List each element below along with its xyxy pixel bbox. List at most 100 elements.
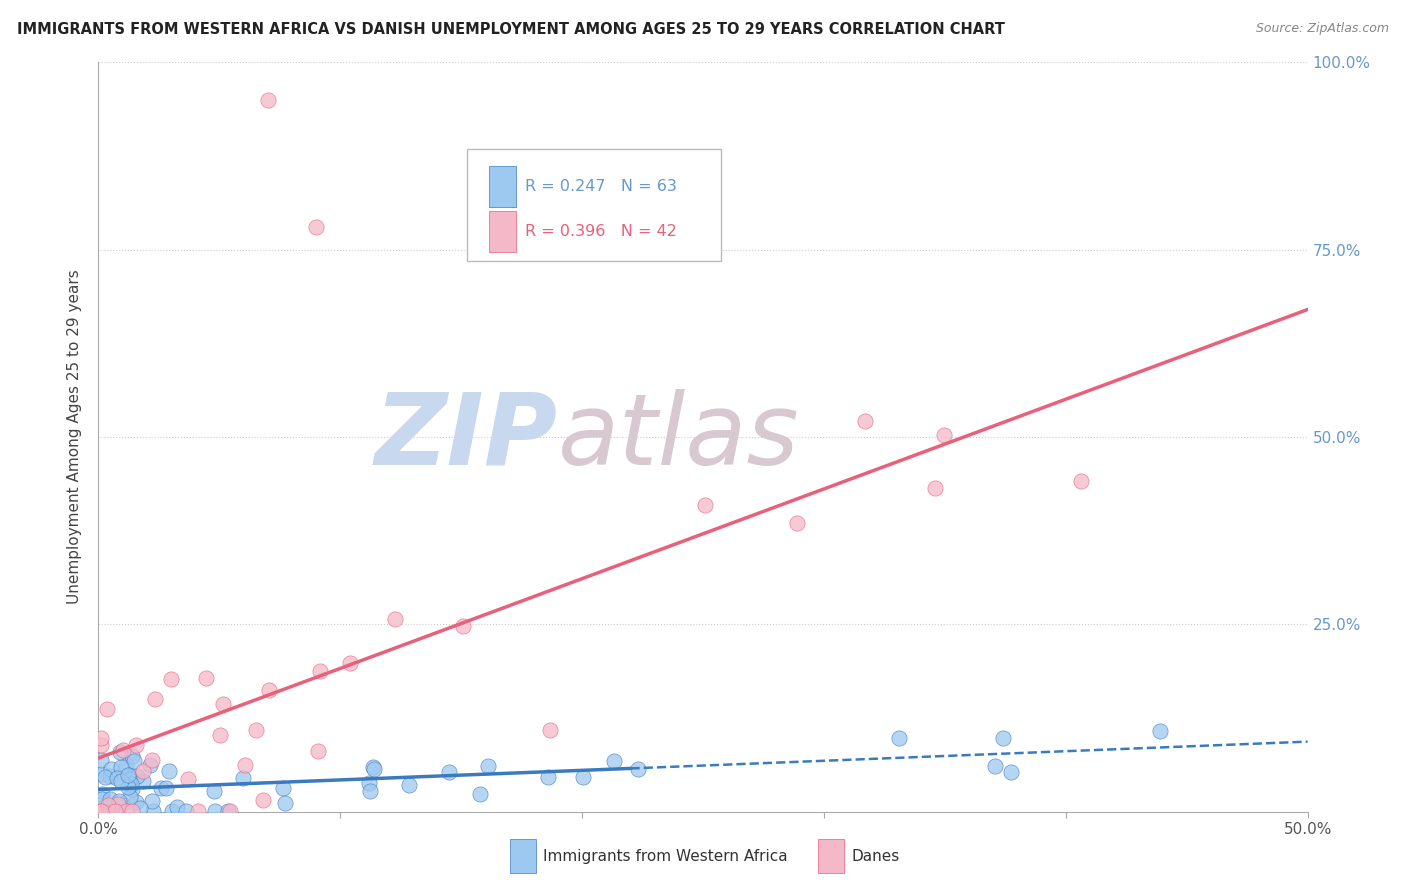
Danes xyxy=(90,731,112,746)
Danes xyxy=(305,220,328,235)
Immigrants from Western Africa xyxy=(398,777,420,791)
Immigrants from Western Africa xyxy=(271,780,294,795)
Immigrants from Western Africa xyxy=(470,787,492,801)
Immigrants from Western Africa xyxy=(121,749,143,764)
Immigrants from Western Africa xyxy=(90,791,112,805)
Immigrants from Western Africa xyxy=(117,780,139,794)
Bar xyxy=(489,211,516,252)
Danes xyxy=(212,697,235,711)
Immigrants from Western Africa xyxy=(90,753,112,767)
Danes xyxy=(924,481,946,495)
Danes xyxy=(194,672,217,686)
Immigrants from Western Africa xyxy=(887,731,910,745)
Immigrants from Western Africa xyxy=(100,762,122,776)
Immigrants from Western Africa xyxy=(125,795,148,809)
Danes xyxy=(538,723,561,738)
Immigrants from Western Africa xyxy=(1000,765,1022,780)
Immigrants from Western Africa xyxy=(115,758,138,772)
Immigrants from Western Africa xyxy=(121,781,143,796)
Immigrants from Western Africa xyxy=(155,781,177,796)
Y-axis label: Unemployment Among Ages 25 to 29 years: Unemployment Among Ages 25 to 29 years xyxy=(67,269,83,605)
Immigrants from Western Africa xyxy=(117,769,139,783)
Danes xyxy=(339,657,361,671)
Danes xyxy=(107,797,129,812)
Danes xyxy=(90,804,112,818)
Immigrants from Western Africa xyxy=(176,804,198,818)
Danes xyxy=(786,516,808,530)
Danes xyxy=(187,804,209,818)
Immigrants from Western Africa xyxy=(98,792,121,806)
Danes xyxy=(121,804,143,818)
Text: Source: ZipAtlas.com: Source: ZipAtlas.com xyxy=(1256,22,1389,36)
Immigrants from Western Africa xyxy=(98,769,121,783)
Danes xyxy=(233,758,256,772)
Danes xyxy=(453,619,475,633)
Immigrants from Western Africa xyxy=(984,759,1007,773)
Danes xyxy=(159,672,181,686)
Immigrants from Western Africa xyxy=(359,776,381,790)
Immigrants from Western Africa xyxy=(117,768,139,782)
Immigrants from Western Africa xyxy=(204,804,226,818)
Danes xyxy=(307,744,329,758)
Danes xyxy=(97,798,120,813)
Danes xyxy=(257,683,280,698)
Immigrants from Western Africa xyxy=(439,765,461,780)
Text: ZIP: ZIP xyxy=(375,389,558,485)
Immigrants from Western Africa xyxy=(103,803,125,817)
Immigrants from Western Africa xyxy=(359,784,381,798)
Danes xyxy=(132,764,155,778)
Bar xyxy=(818,839,845,873)
Immigrants from Western Africa xyxy=(110,760,132,774)
Danes xyxy=(309,664,332,678)
Danes xyxy=(219,804,242,818)
Danes xyxy=(90,738,112,752)
Immigrants from Western Africa xyxy=(603,754,626,768)
Bar xyxy=(509,839,536,873)
Danes xyxy=(91,804,114,818)
Danes xyxy=(693,498,716,512)
Immigrants from Western Africa xyxy=(217,804,239,818)
Immigrants from Western Africa xyxy=(363,762,385,776)
Immigrants from Western Africa xyxy=(572,770,595,784)
Immigrants from Western Africa xyxy=(477,759,499,773)
Immigrants from Western Africa xyxy=(110,774,132,789)
Immigrants from Western Africa xyxy=(94,770,117,784)
Immigrants from Western Africa xyxy=(122,754,145,768)
FancyBboxPatch shape xyxy=(467,149,721,261)
Danes xyxy=(252,792,274,806)
Immigrants from Western Africa xyxy=(627,762,650,776)
Immigrants from Western Africa xyxy=(160,804,183,818)
Immigrants from Western Africa xyxy=(232,771,254,785)
Immigrants from Western Africa xyxy=(91,787,114,801)
Immigrants from Western Africa xyxy=(991,731,1014,746)
Danes xyxy=(96,701,118,715)
Danes xyxy=(141,754,163,768)
Danes xyxy=(176,772,198,786)
Immigrants from Western Africa xyxy=(139,758,162,772)
Immigrants from Western Africa xyxy=(157,764,180,778)
Immigrants from Western Africa xyxy=(537,770,560,784)
Danes xyxy=(1070,474,1092,488)
Immigrants from Western Africa xyxy=(108,794,131,808)
Danes xyxy=(853,414,876,428)
Danes xyxy=(934,428,956,442)
Text: atlas: atlas xyxy=(558,389,800,485)
Immigrants from Western Africa xyxy=(274,797,297,811)
Immigrants from Western Africa xyxy=(91,767,114,781)
Immigrants from Western Africa xyxy=(118,772,141,787)
Danes xyxy=(111,743,134,757)
Danes xyxy=(143,691,166,706)
Immigrants from Western Africa xyxy=(125,769,148,783)
Danes xyxy=(384,611,406,625)
Immigrants from Western Africa xyxy=(110,745,132,759)
Danes xyxy=(208,728,231,742)
Danes xyxy=(256,93,278,107)
Immigrants from Western Africa xyxy=(120,777,142,791)
Text: R = 0.396   N = 42: R = 0.396 N = 42 xyxy=(526,224,678,238)
Danes xyxy=(245,723,267,738)
Danes xyxy=(114,804,136,818)
Danes xyxy=(124,738,146,752)
Immigrants from Western Africa xyxy=(110,797,132,812)
Immigrants from Western Africa xyxy=(361,760,384,774)
Text: Immigrants from Western Africa: Immigrants from Western Africa xyxy=(543,849,787,864)
